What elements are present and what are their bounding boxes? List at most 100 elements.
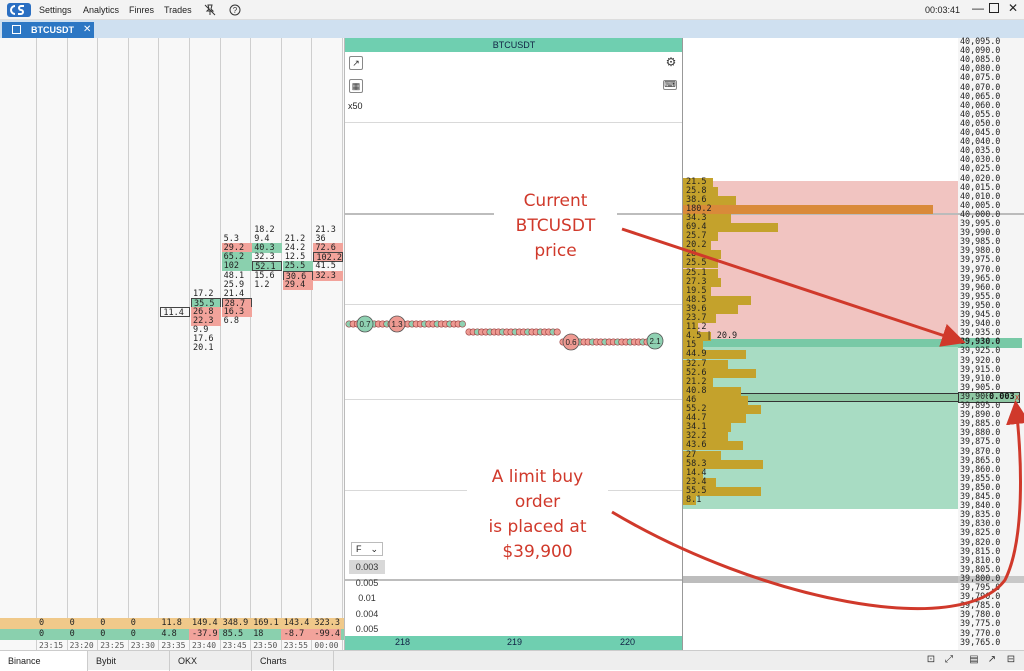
trade-bubble-label: 1.3	[391, 320, 403, 329]
delta-cell: 0	[36, 629, 66, 640]
chart-type-icon[interactable]: ↗	[349, 56, 363, 70]
grid-toggle-icon[interactable]: ▦	[349, 79, 363, 93]
tab-bar	[0, 20, 1024, 38]
close-window-icon[interactable]: ✕	[1008, 1, 1019, 15]
help-icon[interactable]: ?	[229, 4, 241, 16]
filter-option[interactable]: 0.004	[355, 608, 379, 619]
column-divider	[219, 38, 221, 650]
price-axis[interactable]: 40,095.0 40,090.0 40,085.0 40,080.0 40,075.0…	[958, 37, 1024, 650]
svg-text:?: ?	[233, 6, 238, 15]
profile-bar	[683, 377, 713, 387]
chart-line-icon[interactable]: ↗	[987, 654, 997, 665]
column-divider	[36, 38, 37, 650]
expand-icon[interactable]: ⤢	[945, 654, 953, 665]
trade-bubble-label: 2.1	[649, 337, 661, 346]
price-label: 39,940.0	[960, 318, 1001, 329]
price-label: 40,030.0	[960, 154, 1001, 165]
profile-value: 52.6	[686, 367, 707, 378]
exchange-tab-binance[interactable]: Binance	[0, 651, 88, 671]
price-label: 39,765.0	[960, 636, 1001, 647]
time-label: 23:25	[100, 641, 125, 650]
total-volume-cell: 0	[39, 618, 45, 628]
menu-trades[interactable]: Trades	[164, 5, 192, 15]
table-icon[interactable]: ▤	[969, 654, 979, 665]
price-label: 39,955.0	[960, 290, 1001, 301]
cluster-chart[interactable]: 11.4 17.2 35.5 26.8 22.3 9.9 17.6 20.1 5.3 29.2 65…	[0, 38, 344, 650]
profile-bar	[683, 350, 746, 360]
cluster-cell: 9.9	[193, 325, 209, 336]
profile-bar	[683, 213, 731, 223]
exchange-tab-okx[interactable]: OKX	[170, 651, 252, 671]
clock: 00:03:41	[925, 5, 961, 15]
delta-cell: 85.5	[219, 629, 250, 640]
layout-icon[interactable]: ⊟	[1006, 654, 1016, 665]
column-divider	[311, 38, 313, 650]
price-label: 39,780.0	[960, 609, 1001, 620]
exchange-tab-bybit[interactable]: Bybit	[88, 651, 170, 671]
settings-gear-icon[interactable]: ⚙	[665, 55, 677, 69]
tab-btcusdt[interactable]: BTCUSDT ✕	[2, 22, 94, 38]
exchange-tab-charts[interactable]: Charts	[252, 651, 334, 671]
cluster-cell: 16.3	[221, 306, 252, 317]
trade-bubble-large	[562, 333, 580, 351]
zoom-level: x50	[348, 101, 363, 111]
time-label: 23:40	[192, 641, 217, 650]
filter-option[interactable]: 0.005	[355, 624, 379, 634]
tab-close-icon[interactable]: ✕	[83, 24, 92, 35]
column-divider	[66, 38, 68, 650]
minimize-icon[interactable]: —	[972, 1, 984, 15]
total-volume-cell: 169.1	[250, 618, 281, 629]
profile-bar	[683, 177, 713, 187]
total-volume-cell: 149.4	[189, 618, 219, 629]
annotation-line: is placed at	[488, 517, 587, 537]
keyboard-icon[interactable]: ⌨	[663, 80, 677, 90]
cluster-cell: 9.4	[254, 234, 270, 245]
price-label: 39,770.0	[960, 627, 1001, 638]
price-label: 40,085.0	[960, 54, 1001, 65]
price-label: 40,070.0	[960, 81, 1001, 92]
price-label: 40,045.0	[960, 127, 1001, 137]
cluster-cell: 11.4	[160, 306, 191, 318]
column-divider	[342, 38, 343, 650]
menu-analytics[interactable]: Analytics	[83, 5, 120, 15]
order-size: 0.003	[988, 392, 1016, 402]
time-label: 23:45	[222, 641, 247, 650]
time-label: 23:35	[161, 641, 186, 650]
menu-settings[interactable]: Settings	[39, 5, 72, 15]
trade-bubble-label: 0.7	[359, 320, 371, 329]
cluster-cell: 52.1	[252, 261, 283, 272]
volume-profile[interactable]: 21.5 25.8 38.6 180.2 34.3 69.4 25.7 20.2 28 25.5 2…	[682, 38, 959, 650]
menu-finres[interactable]: Finres	[129, 5, 155, 15]
delta-cell: -8.7	[280, 629, 311, 640]
filter-option[interactable]: 0.005	[355, 577, 379, 588]
menu-bar: Settings Analytics Finres Trades ? 00:03…	[0, 0, 1024, 20]
price-label: 40,040.0	[960, 136, 1001, 147]
total-volume-cell: 323.3	[311, 618, 342, 629]
profile-value: 46	[686, 394, 697, 405]
cluster-cell: 102	[221, 261, 252, 272]
maximize-icon[interactable]	[989, 3, 999, 13]
column-divider	[127, 38, 129, 650]
annotation-line: A limit buy order	[491, 467, 584, 512]
profile-value: 8.1	[686, 495, 702, 505]
price-label: 40,075.0	[960, 72, 1001, 83]
column-divider	[189, 38, 190, 650]
profile-value: 21.2	[686, 376, 707, 387]
filter-option[interactable]: 0.003	[349, 560, 385, 574]
screenshot-icon[interactable]: ⊡	[926, 654, 936, 665]
cancel-order-icon[interactable]: x	[1015, 392, 1020, 402]
price-label: 39,925.0	[960, 345, 1001, 356]
pin-off-icon[interactable]	[204, 4, 216, 16]
annotation-limit-order: A limit buy order is placed at $39,900	[467, 449, 608, 562]
profile-value: 21.5	[686, 176, 707, 187]
chart-title: BTCUSDT	[345, 38, 683, 52]
annotation-line: Current	[523, 191, 588, 211]
filter-select[interactable]: F ⌄	[351, 542, 383, 556]
price-label: 39,995.0	[960, 218, 1001, 228]
grid-line	[345, 399, 683, 400]
filter-option[interactable]: 0.01	[358, 593, 376, 603]
cluster-cell: 1.2	[254, 279, 270, 290]
trade-bubble-large	[356, 315, 374, 333]
annotation-line: $39,900	[502, 542, 573, 562]
price-label: 39,920.0	[960, 354, 1001, 365]
